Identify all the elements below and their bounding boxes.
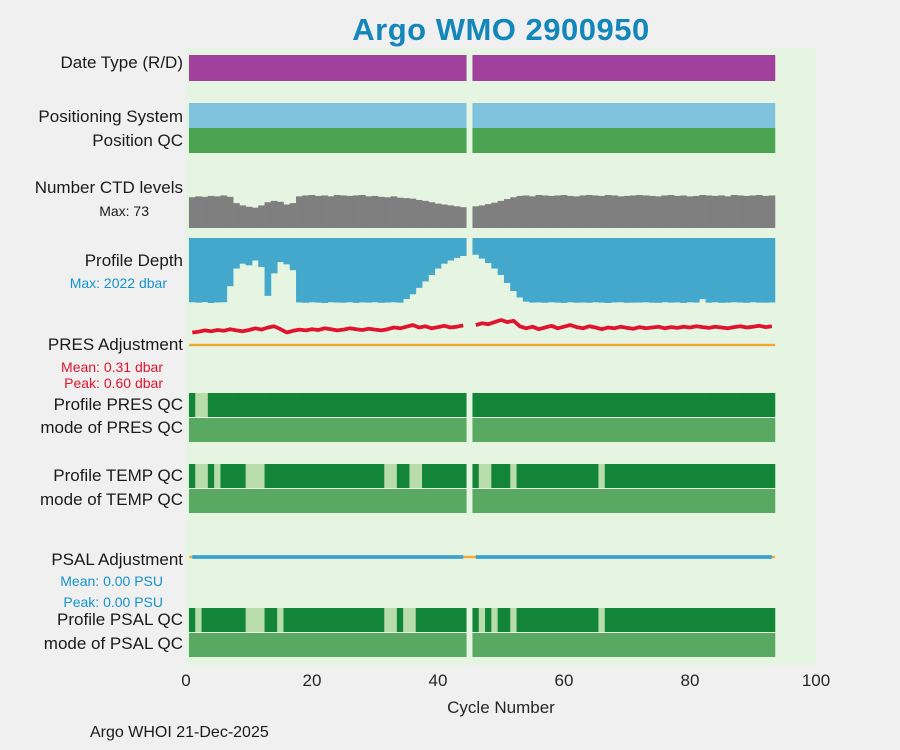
- x-tick-40: 40: [428, 671, 448, 690]
- label-pres-peak: Peak: 0.60 dbar: [64, 375, 163, 391]
- label-psal-adjustment: PSAL Adjustment: [51, 550, 183, 569]
- label-profile-depth: Profile Depth: [84, 251, 183, 270]
- label-ctd-levels: Number CTD levels: [34, 178, 183, 197]
- label-mode-pres-qc: mode of PRES QC: [40, 418, 183, 437]
- label-psal-peak: Peak: 0.00 PSU: [63, 594, 163, 610]
- x-axis-label: Cycle Number: [447, 698, 555, 717]
- label-profile-temp-qc: Profile TEMP QC: [53, 466, 183, 485]
- label-date-type: Date Type (R/D): [60, 53, 183, 72]
- label-profile-pres-qc: Profile PRES QC: [53, 395, 183, 414]
- label-psal-mean: Mean: 0.00 PSU: [60, 573, 163, 589]
- x-tick-80: 80: [680, 671, 700, 690]
- label-ctd-max: Max: 73: [99, 203, 149, 219]
- plot-svg: [188, 55, 776, 657]
- x-tick-20: 20: [302, 671, 322, 690]
- x-tick-0: 0: [181, 671, 191, 690]
- label-pres-adjustment: PRES Adjustment: [47, 335, 183, 354]
- x-tick-60: 60: [554, 671, 574, 690]
- x-tick-100: 100: [801, 671, 831, 690]
- label-depth-max: Max: 2022 dbar: [69, 275, 167, 291]
- label-position-qc: Position QC: [92, 131, 183, 150]
- chart-title: Argo WMO 2900950: [352, 12, 650, 47]
- label-positioning-system: Positioning System: [38, 107, 183, 126]
- label-pres-mean: Mean: 0.31 dbar: [61, 359, 163, 375]
- label-mode-temp-qc: mode of TEMP QC: [40, 490, 183, 509]
- footer-text: Argo WHOI 21-Dec-2025: [90, 724, 269, 741]
- label-mode-psal-qc: mode of PSAL QC: [43, 634, 183, 653]
- label-profile-psal-qc: Profile PSAL QC: [57, 610, 183, 629]
